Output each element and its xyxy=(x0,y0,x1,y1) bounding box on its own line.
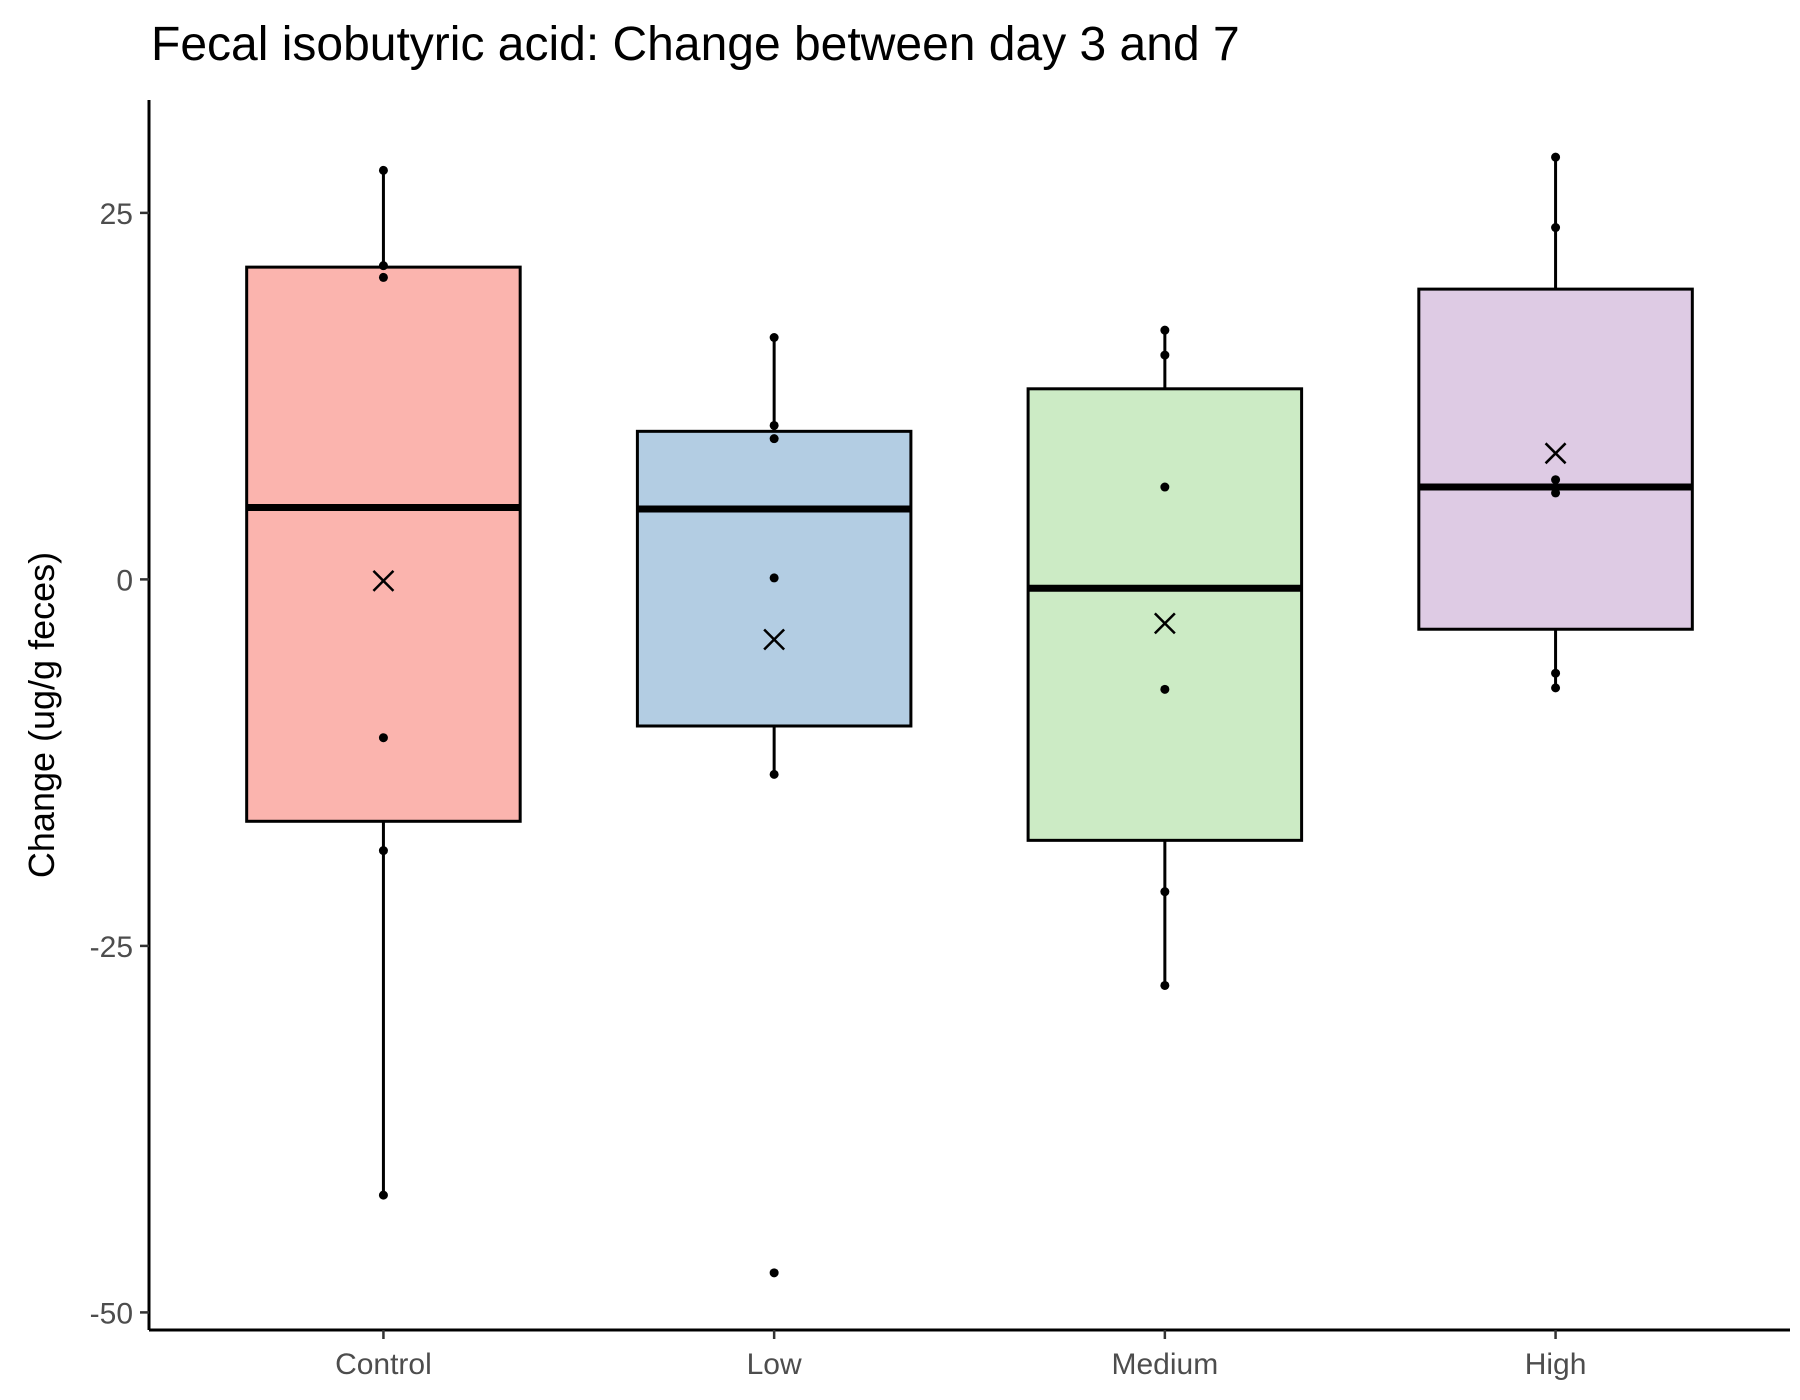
y-tick-label: 25 xyxy=(100,198,133,231)
mean-marker-stroke xyxy=(763,628,786,651)
data-point xyxy=(769,332,779,342)
data-point xyxy=(1160,887,1170,897)
mean-marker-stroke xyxy=(1153,612,1176,635)
data-point xyxy=(378,1190,388,1200)
mean-marker xyxy=(372,569,395,592)
data-point xyxy=(378,165,388,175)
data-point xyxy=(769,573,779,583)
data-point xyxy=(378,846,388,856)
data-point xyxy=(769,420,779,430)
y-tick-label: 0 xyxy=(116,564,133,597)
box-group xyxy=(1417,152,1694,693)
data-point xyxy=(1160,350,1170,360)
plot-area xyxy=(245,152,1694,1278)
x-tick-label: Control xyxy=(335,1348,432,1381)
y-tick-label: -50 xyxy=(90,1297,133,1330)
data-point xyxy=(378,261,388,271)
x-tick-label: Low xyxy=(747,1348,802,1381)
data-point xyxy=(1551,668,1561,678)
data-point xyxy=(1551,223,1561,233)
box-group xyxy=(245,165,522,1200)
data-point xyxy=(769,434,779,444)
data-point xyxy=(1551,152,1561,162)
data-point xyxy=(1160,980,1170,990)
chart-title: Fecal isobutyric acid: Change between da… xyxy=(151,18,1240,71)
data-point xyxy=(1160,325,1170,335)
data-point xyxy=(378,272,388,282)
x-tick-label: High xyxy=(1525,1348,1587,1381)
box-group xyxy=(635,332,913,1278)
box xyxy=(245,265,522,823)
mean-marker xyxy=(1153,612,1176,635)
box-group xyxy=(1026,325,1304,990)
mean-marker-stroke xyxy=(1544,442,1567,465)
box xyxy=(1026,387,1304,842)
data-point xyxy=(1551,488,1561,498)
data-point xyxy=(769,769,779,779)
mean-marker xyxy=(763,628,786,651)
box xyxy=(1417,287,1694,631)
data-point xyxy=(1160,684,1170,694)
mean-marker xyxy=(1544,442,1567,465)
data-point xyxy=(378,733,388,743)
axes: 25 0 -25 -50 Control Low Medium High xyxy=(90,100,1790,1381)
data-point xyxy=(1551,683,1561,693)
data-point xyxy=(769,1268,779,1278)
y-tick-label: -25 xyxy=(90,931,133,964)
y-axis-label: Change (ug/g feces) xyxy=(21,552,62,878)
data-point xyxy=(1551,475,1561,485)
x-tick-label: Medium xyxy=(1112,1348,1219,1381)
data-point xyxy=(1160,482,1170,492)
mean-marker-stroke xyxy=(372,569,395,592)
